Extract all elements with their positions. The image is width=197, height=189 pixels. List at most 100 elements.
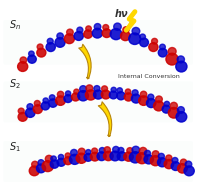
Circle shape (151, 38, 158, 44)
Circle shape (176, 112, 187, 122)
Circle shape (41, 102, 49, 110)
Circle shape (144, 150, 151, 156)
Circle shape (148, 94, 154, 100)
Circle shape (50, 160, 59, 168)
Circle shape (94, 90, 103, 99)
Circle shape (45, 155, 53, 162)
Circle shape (86, 149, 91, 155)
Circle shape (184, 166, 194, 176)
Circle shape (168, 47, 176, 55)
Circle shape (118, 147, 124, 153)
Circle shape (185, 161, 192, 167)
Circle shape (64, 95, 72, 102)
Circle shape (57, 158, 65, 166)
Circle shape (177, 164, 187, 173)
Circle shape (109, 91, 117, 99)
Circle shape (124, 93, 133, 101)
Circle shape (140, 34, 146, 40)
Circle shape (110, 151, 120, 161)
Circle shape (111, 87, 116, 92)
Circle shape (129, 152, 141, 163)
Circle shape (110, 29, 122, 40)
Circle shape (70, 154, 80, 164)
Circle shape (64, 157, 72, 165)
Circle shape (47, 38, 53, 44)
Circle shape (117, 152, 126, 161)
Circle shape (57, 33, 63, 39)
Circle shape (56, 96, 65, 105)
Circle shape (156, 96, 162, 102)
Circle shape (117, 88, 123, 93)
Circle shape (34, 101, 40, 106)
Circle shape (140, 91, 147, 97)
Circle shape (99, 148, 105, 153)
Circle shape (127, 148, 133, 154)
FancyBboxPatch shape (3, 141, 193, 182)
Circle shape (18, 108, 24, 114)
Circle shape (158, 48, 167, 57)
Circle shape (158, 153, 164, 159)
Text: $S_2$: $S_2$ (9, 77, 21, 91)
Circle shape (76, 153, 87, 163)
Circle shape (49, 95, 55, 100)
Circle shape (162, 105, 170, 113)
Circle shape (29, 166, 39, 176)
Circle shape (58, 154, 64, 160)
Circle shape (164, 101, 170, 106)
Circle shape (125, 89, 131, 94)
Circle shape (103, 151, 113, 161)
Circle shape (57, 91, 64, 98)
Circle shape (139, 147, 147, 155)
Circle shape (149, 43, 158, 51)
Text: $S_1$: $S_1$ (9, 141, 21, 154)
Circle shape (74, 32, 83, 40)
Circle shape (157, 158, 167, 167)
Circle shape (65, 153, 71, 158)
Circle shape (37, 48, 46, 57)
Circle shape (27, 104, 33, 110)
Circle shape (85, 90, 96, 100)
Circle shape (166, 155, 172, 161)
Circle shape (140, 38, 149, 47)
Circle shape (71, 149, 77, 156)
Circle shape (150, 156, 161, 166)
Circle shape (176, 61, 187, 72)
Circle shape (48, 99, 57, 107)
Circle shape (18, 62, 28, 71)
Circle shape (67, 29, 73, 36)
Circle shape (123, 27, 129, 33)
Circle shape (102, 29, 111, 38)
Polygon shape (126, 12, 135, 30)
Circle shape (55, 38, 65, 47)
Circle shape (131, 94, 141, 103)
Circle shape (25, 108, 35, 117)
Circle shape (92, 28, 102, 38)
Circle shape (65, 91, 71, 96)
Circle shape (42, 161, 53, 172)
Circle shape (172, 157, 178, 163)
Circle shape (37, 44, 43, 50)
Circle shape (80, 86, 86, 92)
Circle shape (84, 30, 92, 38)
Circle shape (170, 102, 177, 109)
Text: Internal Conversion: Internal Conversion (118, 74, 179, 79)
Circle shape (86, 85, 93, 91)
Circle shape (18, 112, 27, 121)
Circle shape (78, 91, 88, 101)
Circle shape (180, 159, 187, 165)
Circle shape (78, 148, 85, 155)
Circle shape (38, 160, 44, 165)
Circle shape (74, 89, 79, 94)
Circle shape (51, 156, 56, 161)
Circle shape (160, 44, 165, 50)
Circle shape (153, 101, 164, 111)
Circle shape (84, 153, 92, 161)
Circle shape (102, 86, 108, 92)
Circle shape (94, 86, 100, 91)
Circle shape (29, 51, 34, 56)
Circle shape (121, 31, 130, 41)
Circle shape (77, 27, 83, 33)
Circle shape (114, 23, 121, 30)
Circle shape (117, 92, 125, 100)
FancyBboxPatch shape (3, 81, 193, 122)
